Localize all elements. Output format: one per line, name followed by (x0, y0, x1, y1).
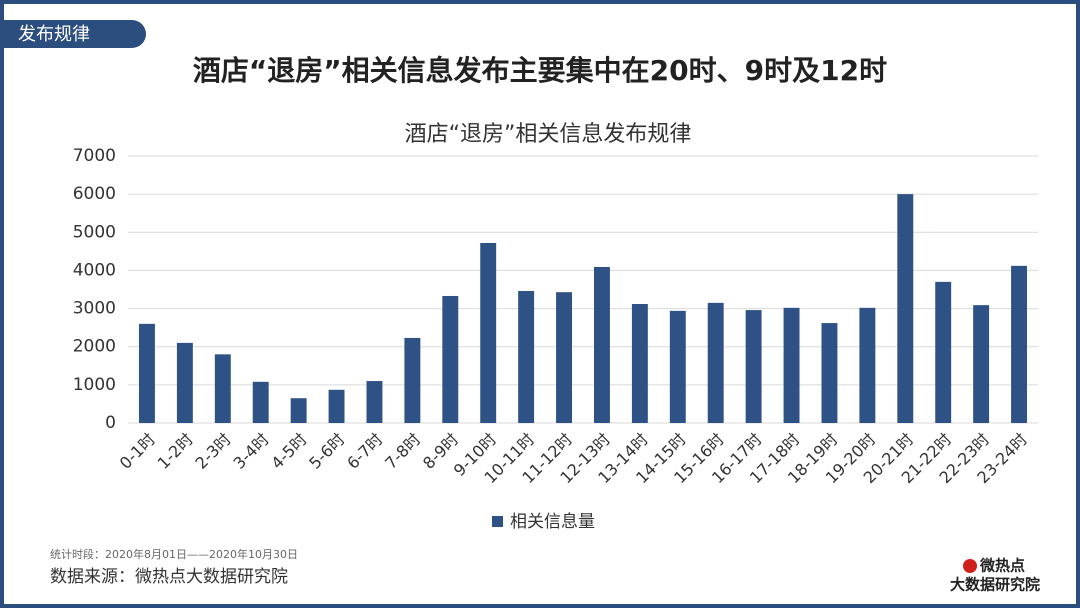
bar (897, 194, 914, 423)
y-tick-label: 5000 (73, 222, 116, 242)
tag-bg (4, 20, 146, 48)
legend-label: 相关信息量 (510, 512, 595, 532)
logo-top: 微热点 (979, 557, 1025, 575)
y-tick-label: 0 (105, 413, 116, 433)
bar (631, 303, 648, 423)
bar (214, 354, 231, 423)
bar (935, 281, 952, 423)
source: 数据来源：微热点大数据研究院 (50, 567, 288, 587)
bar (404, 337, 421, 423)
bar (593, 266, 610, 423)
bar (442, 295, 459, 423)
y-tick-label: 1000 (73, 375, 116, 395)
bar (366, 381, 383, 423)
headline: 酒店“退房”相关信息发布主要集中在20时、9时及12时 (193, 54, 887, 87)
bar (176, 342, 193, 423)
bar (669, 310, 686, 423)
bar (973, 305, 990, 423)
legend-swatch (492, 516, 503, 527)
bar (821, 323, 838, 423)
logo-bottom: 大数据研究院 (950, 576, 1040, 594)
bar (138, 323, 155, 423)
bar (783, 307, 800, 423)
chart-title: 酒店“退房”相关信息发布规律 (405, 122, 692, 147)
y-tick-label: 2000 (73, 337, 116, 357)
bar (252, 381, 269, 423)
bar (290, 398, 307, 423)
bar (859, 307, 876, 423)
bar (707, 302, 724, 423)
bar (556, 292, 573, 423)
note: 统计时段：2020年8月01日——2020年10月30日 (50, 547, 298, 561)
bar (480, 242, 497, 423)
bar (518, 291, 535, 423)
tag: 发布规律 (18, 24, 90, 45)
bar (1011, 265, 1028, 423)
bar (328, 389, 345, 423)
bar (745, 310, 762, 423)
y-tick-label: 4000 (73, 260, 116, 280)
y-tick-label: 7000 (73, 146, 116, 166)
y-tick-label: 6000 (73, 184, 116, 204)
y-tick-label: 3000 (73, 299, 116, 319)
logo-icon (963, 559, 977, 573)
